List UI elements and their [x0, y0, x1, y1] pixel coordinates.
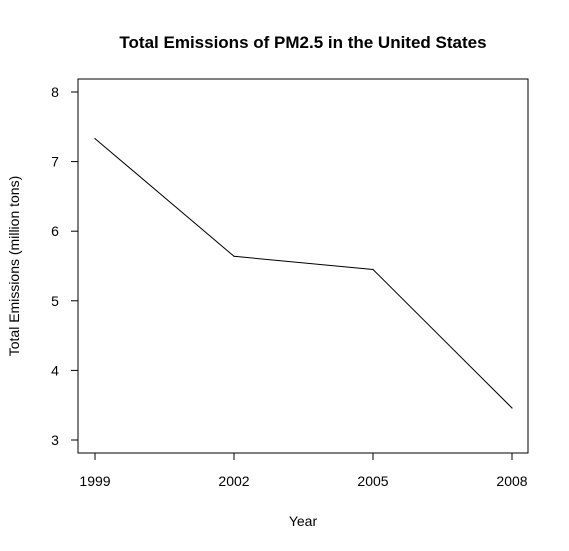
data-point [94, 138, 96, 140]
x-tick-label: 2008 [496, 473, 527, 489]
x-tick-label: 2002 [218, 473, 249, 489]
x-tick-label: 2005 [357, 473, 388, 489]
y-axis: 3 4 5 6 7 8 [51, 84, 78, 448]
series-line [94, 138, 513, 409]
chart-title: Total Emissions of PM2.5 in the United S… [119, 33, 486, 52]
x-axis-label: Year [289, 513, 318, 529]
plot-frame [77, 78, 529, 454]
y-tick-label: 4 [51, 362, 59, 378]
y-tick-label: 8 [51, 84, 59, 100]
x-tick-label: 1999 [79, 473, 110, 489]
y-tick-label: 5 [51, 293, 59, 309]
x-axis: 1999 2002 2005 2008 [79, 453, 528, 489]
y-tick-label: 3 [51, 432, 59, 448]
series-layer [94, 138, 513, 409]
y-tick-label: 6 [51, 223, 59, 239]
y-tick-label: 7 [51, 154, 59, 170]
data-point [372, 268, 374, 271]
data-point [233, 255, 235, 257]
data-point [511, 407, 513, 409]
y-axis-label: Total Emissions (million tons) [6, 176, 22, 357]
